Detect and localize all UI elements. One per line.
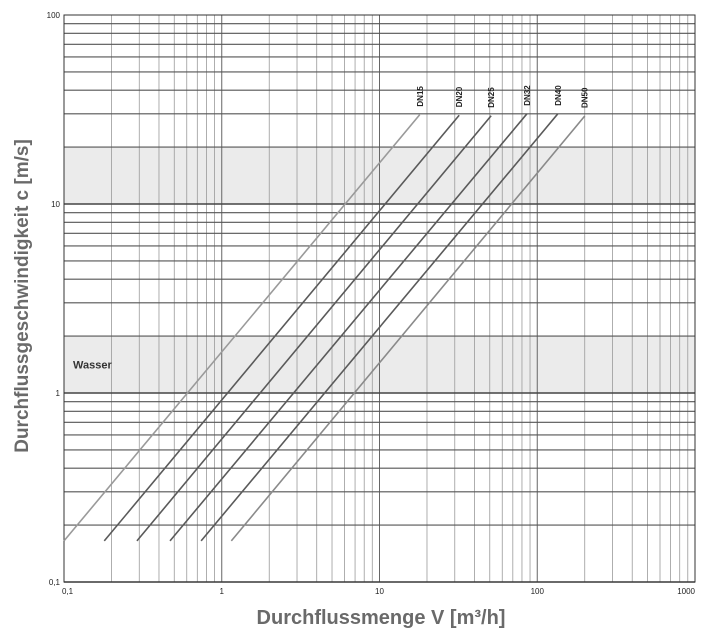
series-line-dn32 <box>169 113 528 542</box>
series-label-dn40: DN40 <box>554 85 563 106</box>
series-line-dn50 <box>230 115 586 542</box>
x-axis-title: Durchflussmenge V [m³/h] <box>257 607 506 629</box>
x-tick-label: 0,1 <box>62 587 74 596</box>
series-label-dn15: DN15 <box>416 86 425 107</box>
series-line-dn40 <box>200 113 559 542</box>
x-tick-label: 1 <box>220 587 225 596</box>
series-line-dn25 <box>136 115 492 542</box>
series-line-dn15 <box>63 114 421 542</box>
y-tick-label: 10 <box>51 200 60 209</box>
ticks-layer: 0,1 1 10 100 1000 0,1 1 10 100 <box>47 11 696 596</box>
labels-layer: Wasser DN15 DN20 DN25 DN32 DN40 DN50 <box>73 85 590 372</box>
band-label: Wasser <box>73 360 112 372</box>
y-tick-label: 0,1 <box>49 578 61 587</box>
series-label-dn25: DN25 <box>487 87 496 108</box>
plot-frame <box>63 14 696 583</box>
series-layer <box>63 113 586 542</box>
series-label-dn50: DN50 <box>581 87 590 108</box>
series-label-dn20: DN20 <box>455 86 464 107</box>
series-label-dn32: DN32 <box>523 85 532 106</box>
series-line-dn20 <box>103 114 460 542</box>
y-tick-label: 1 <box>56 389 61 398</box>
y-axis-title: Durchflussgeschwindigkeit c [m/s] <box>12 139 33 453</box>
x-tick-label: 1000 <box>677 587 695 596</box>
x-tick-label: 10 <box>375 587 384 596</box>
x-tick-label: 100 <box>531 587 545 596</box>
y-tick-label: 100 <box>47 11 61 20</box>
grid-layer <box>63 15 695 583</box>
